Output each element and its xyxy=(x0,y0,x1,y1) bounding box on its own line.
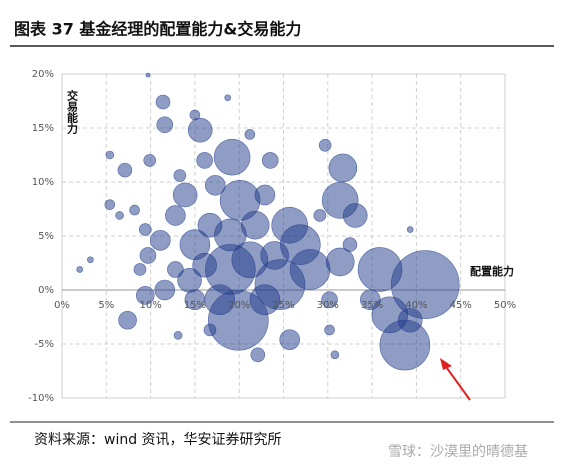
bubble xyxy=(261,152,279,169)
bubble xyxy=(328,153,358,183)
x-tick-label: 25% xyxy=(272,300,294,311)
bubble xyxy=(115,211,124,220)
bubble xyxy=(289,249,331,290)
bubble xyxy=(342,237,358,252)
y-tick-label: 20% xyxy=(32,69,54,80)
bubble xyxy=(156,116,174,134)
x-tick-label: 35% xyxy=(361,300,383,311)
bubble xyxy=(150,230,171,251)
bubble xyxy=(213,138,251,176)
bubble xyxy=(271,206,309,244)
bubble xyxy=(87,256,94,264)
x-tick-label: 0% xyxy=(54,300,70,311)
y-tick-label: -5% xyxy=(35,339,54,350)
bubble xyxy=(279,329,301,350)
bubble xyxy=(214,218,247,252)
x-tick-label: 10% xyxy=(139,300,161,311)
bubble xyxy=(203,323,217,337)
y-tick-label: -10% xyxy=(28,393,54,404)
bubble xyxy=(360,289,381,311)
bubble xyxy=(397,307,423,333)
bubble xyxy=(192,252,217,278)
x-tick-label: 20% xyxy=(228,300,250,311)
bubble xyxy=(104,199,116,210)
x-tick-label: 30% xyxy=(317,300,339,311)
bubble xyxy=(342,203,368,228)
x-tick-label: 15% xyxy=(184,300,206,311)
bubble xyxy=(330,350,340,360)
bubble xyxy=(224,94,231,102)
bubble xyxy=(129,204,140,216)
bubble xyxy=(173,169,187,182)
bubble xyxy=(357,247,403,292)
bubble xyxy=(117,162,133,178)
bubble xyxy=(154,279,176,301)
bubble xyxy=(138,223,152,236)
bubble xyxy=(187,117,213,143)
bubble xyxy=(165,205,186,226)
bubble xyxy=(406,226,414,233)
arrow-head xyxy=(440,358,452,370)
bubble xyxy=(325,247,355,277)
bubble xyxy=(204,174,226,196)
bubble xyxy=(139,247,157,264)
bubble xyxy=(250,347,266,363)
bubble xyxy=(313,209,327,222)
y-tick-label: 15% xyxy=(32,123,54,134)
y-tick-label: 0% xyxy=(38,285,54,296)
bubble xyxy=(173,331,183,340)
bubble xyxy=(254,184,276,206)
watermark: 雪球：沙漠里的晴德基 xyxy=(388,443,528,460)
x-tick-label: 5% xyxy=(98,300,114,311)
bubble xyxy=(321,291,338,309)
bubble xyxy=(172,182,198,208)
source: 资料来源：wind 资讯，华安证券研究所 xyxy=(34,432,282,448)
bubble xyxy=(184,289,206,311)
x-tick-label: 40% xyxy=(405,300,427,311)
bubble xyxy=(196,152,213,169)
bubble xyxy=(76,266,84,273)
bubble xyxy=(133,263,147,276)
bubble xyxy=(318,138,332,152)
bubble xyxy=(249,284,281,316)
bubble xyxy=(145,72,151,78)
chart-title: 图表 37 基金经理的配置能力&交易能力 xyxy=(14,20,301,39)
bubble xyxy=(135,286,155,305)
y-tick-label: 5% xyxy=(38,231,54,242)
bubble xyxy=(189,109,201,121)
bubble xyxy=(260,241,289,270)
bubble xyxy=(143,154,157,167)
bubble xyxy=(105,150,115,160)
x-axis-label: 配置能力 xyxy=(470,264,514,278)
x-tick-label: 45% xyxy=(450,300,472,311)
labels: -10% -5% 0% 5% 10% 15% 20% 0% 5% 10% 15% 20% 25% 30% 3… xyxy=(28,69,516,404)
bubble xyxy=(155,94,171,110)
bubble xyxy=(244,129,256,140)
bubble xyxy=(118,310,137,330)
arrow-shaft xyxy=(443,363,471,401)
y-tick-label: 10% xyxy=(32,177,54,188)
y-axis-label: 交易能力 xyxy=(66,89,79,135)
bubbles xyxy=(76,72,460,371)
x-tick-label: 50% xyxy=(494,300,516,311)
bubble xyxy=(324,324,335,336)
